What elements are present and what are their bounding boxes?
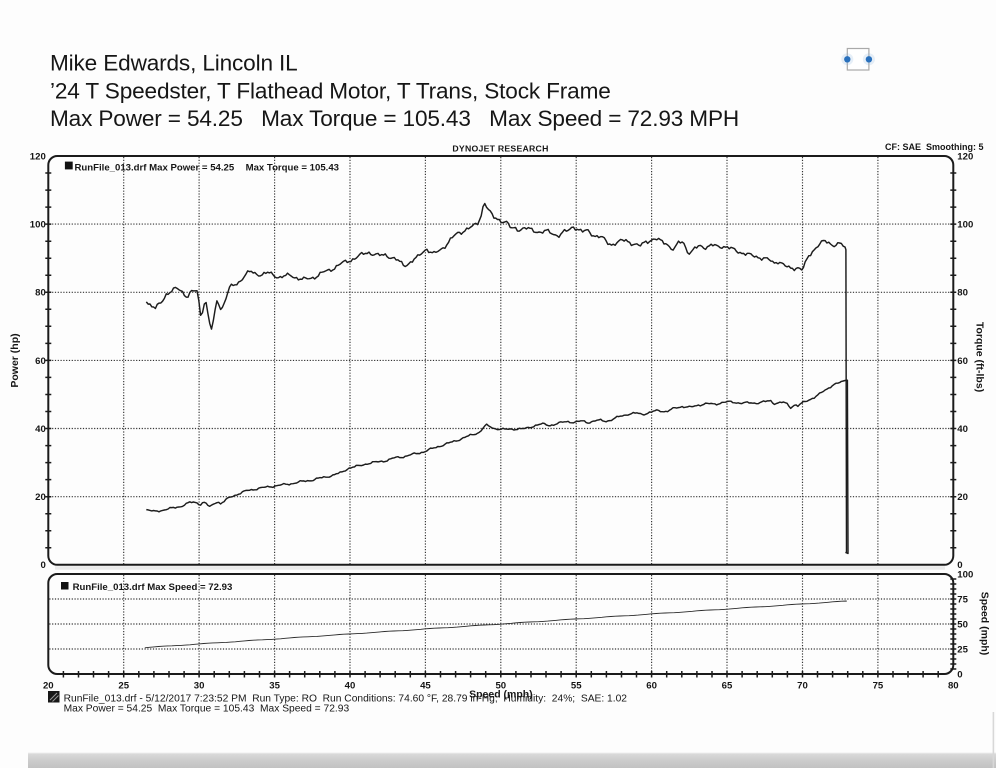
svg-text:120: 120 (30, 151, 46, 162)
svg-text:35: 35 (269, 681, 280, 692)
svg-text:60: 60 (646, 681, 657, 692)
svg-text:Mike Edwards, Lincoln IL: Mike Edwards, Lincoln IL (50, 51, 298, 76)
svg-text:0: 0 (957, 669, 962, 680)
svg-text:50: 50 (957, 619, 968, 630)
svg-text:40: 40 (345, 681, 356, 692)
svg-text:65: 65 (722, 681, 733, 692)
svg-text:80: 80 (35, 288, 46, 299)
svg-text:0: 0 (957, 560, 962, 571)
svg-text:50: 50 (495, 681, 506, 692)
svg-text:CF: SAE Smoothing: 5: CF: SAE Smoothing: 5 (885, 142, 984, 152)
svg-text:75: 75 (873, 681, 884, 692)
svg-text:0: 0 (40, 560, 45, 571)
svg-text:Max Power = 54.25 Max Torque: Max Power = 54.25 Max Torque = 105.43 Ma… (50, 106, 739, 131)
svg-text:Speed (mph): Speed (mph) (979, 592, 991, 656)
svg-text:40: 40 (35, 424, 46, 435)
svg-text:RunFile_013.drf Max Speed = 72: RunFile_013.drf Max Speed = 72.93 (73, 582, 233, 593)
svg-text:100: 100 (30, 220, 46, 231)
svg-text:20: 20 (957, 492, 968, 503)
svg-text:RunFile_013.drf Max Power = 54: RunFile_013.drf Max Power = 54.25 (75, 162, 235, 173)
svg-text:20: 20 (35, 492, 46, 503)
svg-text:’24 T Speedster, T Flathead Mo: ’24 T Speedster, T Flathead Motor, T Tra… (50, 78, 611, 103)
svg-text:60: 60 (35, 356, 46, 367)
svg-text:100: 100 (957, 220, 973, 231)
svg-text:75: 75 (957, 594, 968, 605)
svg-text:Max Power = 54.25 Max Torque: Max Power = 54.25 Max Torque = 105.43 Ma… (64, 703, 350, 714)
svg-text:Max Torque = 105.43: Max Torque = 105.43 (246, 162, 339, 173)
svg-text:25: 25 (118, 681, 129, 692)
svg-text:RunFile_013.drf - 5/12/2017 7:: RunFile_013.drf - 5/12/2017 7:23:52 PM R… (64, 693, 628, 704)
svg-text:20: 20 (43, 681, 54, 692)
svg-text:Speed (mph): Speed (mph) (469, 689, 533, 701)
svg-text:25: 25 (957, 644, 968, 655)
svg-text:DYNOJET RESEARCH: DYNOJET RESEARCH (452, 144, 548, 154)
svg-text:40: 40 (957, 424, 968, 435)
svg-text:55: 55 (571, 681, 582, 692)
svg-text:60: 60 (957, 356, 968, 367)
svg-text:Power (hp): Power (hp) (9, 333, 21, 387)
svg-text:70: 70 (797, 681, 808, 692)
svg-text:80: 80 (948, 681, 959, 692)
svg-text:120: 120 (957, 151, 973, 162)
svg-text:100: 100 (957, 569, 973, 580)
svg-text:45: 45 (420, 681, 431, 692)
svg-text:30: 30 (194, 681, 205, 692)
svg-text:80: 80 (957, 288, 968, 299)
svg-text:Torque (ft-lbs): Torque (ft-lbs) (974, 322, 986, 392)
